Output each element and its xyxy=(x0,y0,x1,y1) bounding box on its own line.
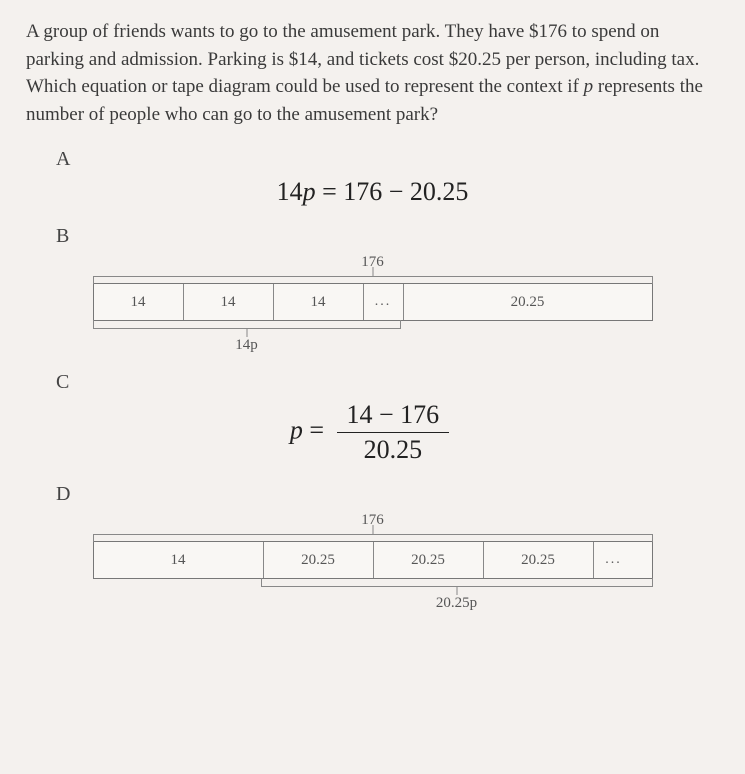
tape-d-bottom-label: 20.25p xyxy=(261,595,653,612)
tape-d-cell: 20.25 xyxy=(374,542,484,578)
eq-a-minus: − xyxy=(382,177,410,206)
tape-b-cell: 20.25 xyxy=(404,284,652,320)
eq-c-den: 20.25 xyxy=(337,433,450,465)
choice-a[interactable]: A 14p = 176 − 20.25 xyxy=(26,148,719,207)
choice-c-label: C xyxy=(56,371,719,394)
choice-c[interactable]: C p = 14 − 176 20.25 xyxy=(26,371,719,465)
choice-b[interactable]: B 176 14 14 14 ... 20.25 14p xyxy=(26,225,719,353)
tape-d-cell: 14 xyxy=(94,542,264,578)
tape-d-top-brace xyxy=(93,527,653,541)
tape-b-top-brace xyxy=(93,269,653,283)
eq-c-var: p xyxy=(290,416,303,445)
tape-b-bar: 14 14 14 ... 20.25 xyxy=(93,283,653,321)
choice-c-equation: p = 14 − 176 20.25 xyxy=(26,400,719,465)
choice-d[interactable]: D 176 14 20.25 20.25 20.25 ... 20.25p xyxy=(26,483,719,611)
eq-c-minus: − xyxy=(373,400,401,429)
tape-d-cell: 20.25 xyxy=(484,542,594,578)
eq-c-fraction: 14 − 176 20.25 xyxy=(337,400,450,465)
eq-c-num-a: 14 xyxy=(347,400,373,429)
eq-a-eq: = xyxy=(316,177,344,206)
tape-b-bottom-label: 14p xyxy=(93,337,401,354)
tape-d-bar: 14 20.25 20.25 20.25 ... xyxy=(93,541,653,579)
tape-b-bottom-brace: 14p xyxy=(93,321,401,354)
eq-a-r2: 20.25 xyxy=(410,177,469,206)
tape-d-bottom-brace: 20.25p xyxy=(261,579,653,612)
tape-b-cell: 14 xyxy=(184,284,274,320)
tape-b-cell: 14 xyxy=(274,284,364,320)
choice-a-equation: 14p = 176 − 20.25 xyxy=(26,177,719,207)
tape-b-cell-dots: ... xyxy=(364,284,404,320)
question-text: A group of friends wants to go to the am… xyxy=(26,18,719,128)
choice-d-label: D xyxy=(56,483,719,506)
eq-c-num-b: 176 xyxy=(400,400,439,429)
eq-a-r1: 176 xyxy=(343,177,382,206)
tape-d: 176 14 20.25 20.25 20.25 ... 20.25p xyxy=(93,512,653,611)
tape-b: 176 14 14 14 ... 20.25 14p xyxy=(93,254,653,353)
tape-d-cell: 20.25 xyxy=(264,542,374,578)
choice-b-label: B xyxy=(56,225,719,248)
question-variable: p xyxy=(584,76,594,97)
eq-a-var: p xyxy=(303,177,316,206)
choice-a-label: A xyxy=(56,148,719,171)
eq-c-eq: = xyxy=(303,416,331,445)
tape-d-cell-dots: ... xyxy=(594,542,634,578)
tape-b-cell: 14 xyxy=(94,284,184,320)
eq-a-coef: 14 xyxy=(277,177,303,206)
